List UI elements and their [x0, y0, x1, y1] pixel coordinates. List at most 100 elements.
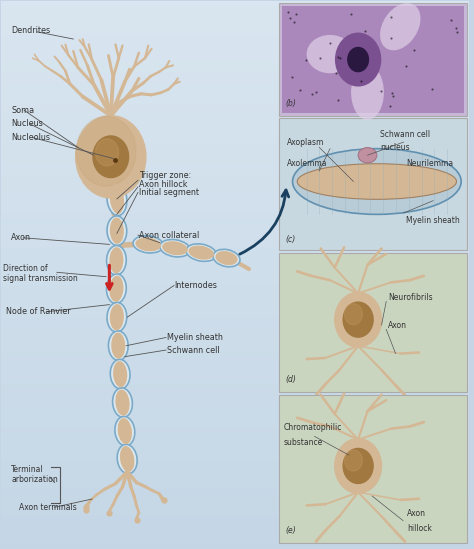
Bar — [0, 170, 469, 176]
Bar — [0, 242, 469, 247]
Circle shape — [335, 439, 382, 494]
Bar — [0, 236, 469, 242]
Text: Axon terminals: Axon terminals — [19, 503, 77, 512]
Circle shape — [345, 304, 363, 324]
Ellipse shape — [358, 148, 377, 163]
Bar — [0, 280, 469, 285]
Text: Axon collateral: Axon collateral — [139, 231, 199, 239]
Bar — [0, 296, 469, 302]
Bar — [0, 94, 469, 99]
Bar — [0, 187, 469, 192]
FancyBboxPatch shape — [280, 119, 467, 250]
Bar — [0, 269, 469, 274]
Bar — [0, 346, 469, 351]
Bar — [0, 351, 469, 357]
Text: Myelin sheath: Myelin sheath — [406, 216, 460, 226]
Ellipse shape — [110, 360, 130, 389]
Ellipse shape — [113, 388, 132, 417]
FancyBboxPatch shape — [280, 253, 467, 392]
Bar — [0, 44, 469, 50]
Ellipse shape — [110, 304, 124, 330]
Text: Nucleolus: Nucleolus — [11, 133, 50, 142]
Ellipse shape — [136, 237, 161, 251]
Ellipse shape — [118, 418, 132, 444]
Text: Initial segment: Initial segment — [139, 188, 199, 197]
FancyBboxPatch shape — [280, 3, 467, 116]
Circle shape — [93, 136, 128, 177]
Bar — [0, 214, 469, 220]
Bar — [0, 55, 469, 61]
Bar — [0, 433, 469, 439]
Bar — [0, 127, 469, 132]
Text: hillock: hillock — [407, 524, 432, 533]
Circle shape — [76, 116, 136, 186]
Bar — [0, 510, 469, 516]
Bar — [0, 406, 469, 411]
Ellipse shape — [213, 249, 240, 267]
Bar — [0, 521, 469, 526]
Ellipse shape — [109, 276, 123, 302]
Bar — [0, 466, 469, 472]
Circle shape — [335, 292, 382, 347]
Bar — [0, 116, 469, 121]
Bar — [0, 329, 469, 335]
Bar — [0, 231, 469, 236]
Ellipse shape — [160, 239, 190, 257]
Text: Chromatophilic: Chromatophilic — [283, 423, 342, 432]
Bar — [0, 50, 469, 55]
Bar — [0, 379, 469, 384]
Bar — [0, 307, 469, 313]
Text: Schwann cell: Schwann cell — [167, 345, 219, 355]
Bar — [0, 384, 469, 389]
Bar — [0, 33, 469, 39]
Bar — [0, 66, 469, 72]
Bar — [0, 176, 469, 181]
Bar — [0, 483, 469, 488]
Bar — [0, 477, 469, 483]
Text: Axon hillock: Axon hillock — [139, 180, 187, 189]
Bar — [0, 1, 469, 6]
Bar — [0, 23, 469, 28]
Bar — [0, 318, 469, 324]
Bar — [0, 39, 469, 44]
Circle shape — [95, 139, 118, 166]
Bar — [0, 6, 469, 12]
Bar — [0, 61, 469, 66]
Circle shape — [343, 449, 373, 484]
Bar — [0, 488, 469, 494]
Ellipse shape — [117, 444, 137, 474]
Ellipse shape — [380, 3, 420, 51]
Circle shape — [343, 302, 373, 337]
Bar — [0, 154, 469, 160]
Circle shape — [336, 33, 381, 86]
Ellipse shape — [109, 184, 124, 214]
FancyBboxPatch shape — [280, 395, 467, 543]
Text: Schwann cell: Schwann cell — [380, 130, 430, 139]
Bar — [0, 532, 469, 537]
Bar — [0, 143, 469, 149]
Text: (c): (c) — [285, 234, 295, 244]
Bar — [0, 428, 469, 433]
Ellipse shape — [109, 331, 128, 361]
Text: Axon: Axon — [11, 233, 31, 242]
Ellipse shape — [110, 217, 124, 244]
Bar — [0, 77, 469, 83]
Bar — [0, 357, 469, 362]
Bar — [0, 121, 469, 127]
Text: Axolemma: Axolemma — [286, 159, 327, 167]
Text: Internodes: Internodes — [174, 281, 217, 290]
Ellipse shape — [107, 302, 127, 332]
Bar — [0, 505, 469, 510]
Bar — [0, 203, 469, 209]
Bar — [0, 291, 469, 296]
Bar — [0, 324, 469, 329]
Bar — [0, 362, 469, 368]
Ellipse shape — [215, 251, 237, 265]
Text: Axon: Axon — [388, 321, 407, 330]
Bar — [0, 373, 469, 379]
Ellipse shape — [297, 164, 456, 199]
Circle shape — [348, 48, 368, 71]
Bar — [0, 28, 469, 33]
Bar — [0, 258, 469, 264]
Bar — [0, 274, 469, 280]
